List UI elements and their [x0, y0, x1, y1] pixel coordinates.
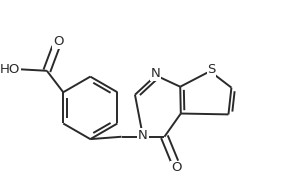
Text: N: N [151, 68, 161, 80]
Text: N: N [138, 129, 148, 142]
Text: HO: HO [0, 63, 20, 76]
Text: O: O [53, 35, 64, 48]
Text: S: S [207, 63, 216, 76]
Text: O: O [171, 161, 181, 174]
